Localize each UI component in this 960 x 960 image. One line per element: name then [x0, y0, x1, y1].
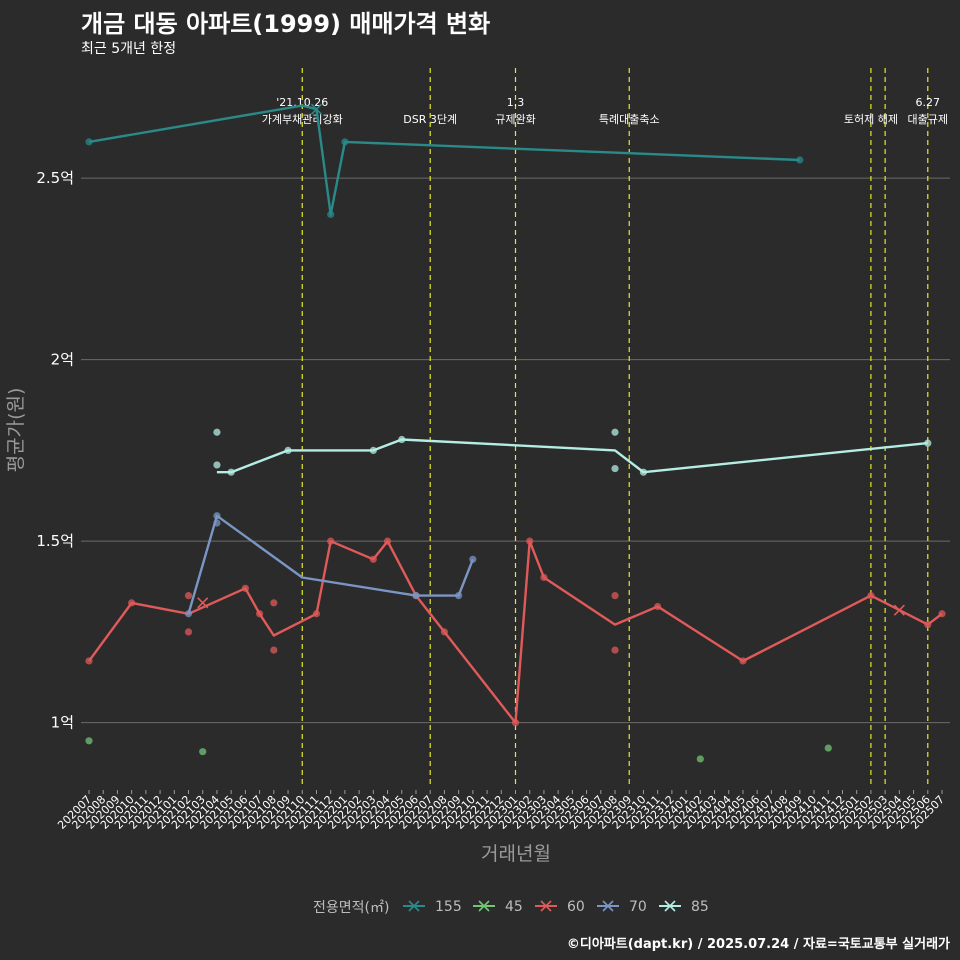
event-annotation: DSR 3단계: [403, 113, 457, 126]
data-marker-cross-155: [310, 103, 323, 115]
data-point-45: [696, 755, 704, 763]
legend: 전용면적(㎡) 155 45 60 70 85: [313, 899, 709, 916]
data-point-60: [611, 646, 619, 654]
data-point-60: [383, 537, 392, 545]
y-axis-title: 평균가(원): [5, 388, 27, 473]
data-point-85: [639, 468, 648, 476]
data-marker-cross-60: [197, 597, 209, 609]
data-point-60: [270, 646, 278, 654]
event-annotation: 특례대출축소: [599, 113, 660, 126]
data-point-60: [938, 610, 946, 618]
event-annotation: 규제완화: [495, 113, 535, 126]
data-point-70: [455, 592, 463, 600]
data-point-60: [241, 584, 249, 592]
event-annotation: 토허제 해제: [844, 112, 898, 126]
y-tick-label: 2.5억: [36, 169, 74, 187]
x-axis: 2020072020082020092020102020112020122021…: [55, 790, 947, 832]
data-point-60: [611, 592, 619, 600]
data-point-155: [85, 138, 93, 146]
event-annotation: 1.3: [507, 96, 525, 109]
data-point-155: [341, 138, 349, 146]
data-point-85: [227, 468, 235, 476]
data-point-70: [213, 512, 221, 520]
data-point-60: [867, 592, 875, 600]
data-point-70: [213, 519, 221, 527]
chart-title: 개금 대동 아파트(1999) 매매가격 변화: [81, 10, 491, 38]
legend-title: 전용면적(㎡): [313, 900, 389, 916]
y-tick-label: 2억: [51, 351, 74, 369]
data-point-85: [213, 428, 221, 436]
data-point-60: [511, 719, 520, 727]
data-point-60: [654, 602, 662, 611]
data-point-60: [184, 628, 193, 636]
data-point-60: [184, 592, 193, 600]
data-point-60: [440, 628, 449, 636]
data-point-60: [327, 537, 335, 545]
data-point-45: [85, 737, 93, 745]
data-point-155: [796, 156, 804, 164]
legend-key-cross-85: [664, 900, 676, 912]
series-line-155: [88, 104, 800, 216]
legend-label-45: 45: [505, 899, 523, 915]
event-layer: '21.10.26 가계부채관리강화 DSR 3단계 1.3 규제완화 특례대출축소 토허제…: [262, 68, 948, 788]
event-annotation: '21.10.26: [276, 96, 328, 109]
y-tick-label: 1억: [51, 714, 74, 732]
data-point-60: [526, 537, 534, 545]
event-annotation: 6.27: [916, 96, 941, 109]
legend-label-70: 70: [629, 899, 647, 915]
event-annotation: 가계부채관리강화: [262, 113, 343, 126]
source-caption: ©디아파트(dapt.kr) / 2025.07.24 / 자료=국토교통부 실…: [566, 937, 950, 952]
data-point-85: [398, 435, 406, 444]
y-axis: 1억 1.5억 2억 2.5억: [36, 169, 74, 732]
data-point-60: [128, 599, 136, 607]
y-tick-label: 1.5억: [36, 532, 74, 550]
data-point-155: [327, 210, 335, 219]
data-point-85: [213, 461, 221, 469]
legend-key-cross-45: [478, 900, 490, 912]
legend-label-85: 85: [691, 899, 709, 915]
legend-key-cross-70: [602, 900, 614, 912]
data-point-45: [824, 744, 832, 752]
series-line-85: [216, 438, 928, 474]
data-point-85: [611, 464, 619, 473]
data-point-60: [369, 555, 377, 563]
data-point-60: [270, 599, 278, 607]
data-point-60: [924, 621, 932, 629]
data-point-70: [412, 592, 420, 600]
chart-subtitle: 최근 5개년 한정: [81, 41, 177, 57]
data-point-85: [611, 428, 619, 436]
event-annotation: 대출규제: [908, 113, 948, 126]
legend-label-60: 60: [567, 899, 585, 915]
data-point-70: [184, 610, 193, 618]
data-point-60: [739, 657, 747, 665]
data-point-70: [469, 555, 477, 563]
series-line-60: [88, 540, 943, 724]
legend-key-cross-60: [540, 900, 552, 912]
data-point-45: [199, 748, 207, 756]
series-layer: [85, 103, 946, 763]
data-point-85: [369, 446, 377, 455]
legend-label-155: 155: [435, 899, 462, 915]
data-point-60: [85, 657, 93, 665]
data-marker-cross-60: [893, 604, 905, 616]
data-point-60: [256, 610, 264, 618]
series-line-70: [187, 514, 475, 615]
x-axis-title: 거래년월: [481, 843, 551, 865]
data-point-60: [312, 610, 321, 618]
data-point-85: [924, 439, 932, 447]
legend-key-cross-155: [408, 900, 420, 912]
data-point-60: [540, 573, 548, 582]
data-point-85: [284, 446, 292, 455]
